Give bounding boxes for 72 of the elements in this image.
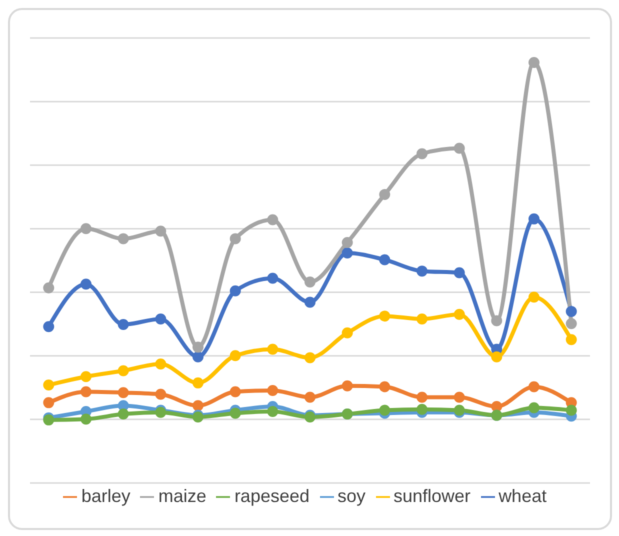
point [155,314,166,325]
point [118,318,129,330]
point [192,342,204,353]
point [454,392,465,403]
point [379,189,390,200]
point [80,371,92,382]
legend-label: sunflower [394,486,471,506]
point [566,318,577,330]
point [192,377,204,388]
point [118,233,129,244]
point [155,388,166,400]
point [416,314,428,325]
point [416,148,428,160]
point [454,142,465,154]
point [304,352,316,364]
point [155,226,166,237]
point [491,351,502,362]
point [304,296,316,308]
point [454,308,465,320]
point [379,404,390,416]
point [416,266,428,277]
point [43,321,54,332]
point [528,57,540,68]
point [230,233,241,244]
point [192,400,204,412]
point [304,276,316,288]
point [230,285,241,296]
point [267,214,278,226]
point [566,306,577,317]
point [528,381,540,392]
point [80,414,92,425]
point [528,402,540,414]
point [155,358,166,370]
point [230,350,241,362]
point [267,272,278,284]
point [230,386,241,398]
point [304,392,316,403]
point [267,406,278,418]
point [416,404,428,415]
point [80,223,92,234]
point [230,408,241,419]
point [491,315,502,326]
legend-label: rapeseed [234,486,310,506]
point [342,236,353,248]
point [342,327,353,338]
point [528,213,540,224]
point [267,344,278,355]
legend-label: soy [338,486,366,506]
point [118,408,129,420]
point [192,351,204,362]
legend-label: maize [158,486,206,506]
point [379,310,390,322]
legend-label: barley [81,486,130,506]
point [342,380,353,392]
point [454,267,465,278]
legend-label: wheat [498,486,547,506]
point [491,400,502,412]
point [80,386,92,398]
point [342,247,353,258]
point [379,381,390,392]
point [43,380,54,391]
point [416,392,428,403]
point [118,365,129,376]
point [43,282,54,294]
point [528,292,540,303]
point [566,334,577,346]
point [566,404,577,416]
point [43,397,54,408]
point [379,254,390,266]
point [267,384,278,396]
point [118,387,129,398]
point [80,278,92,290]
